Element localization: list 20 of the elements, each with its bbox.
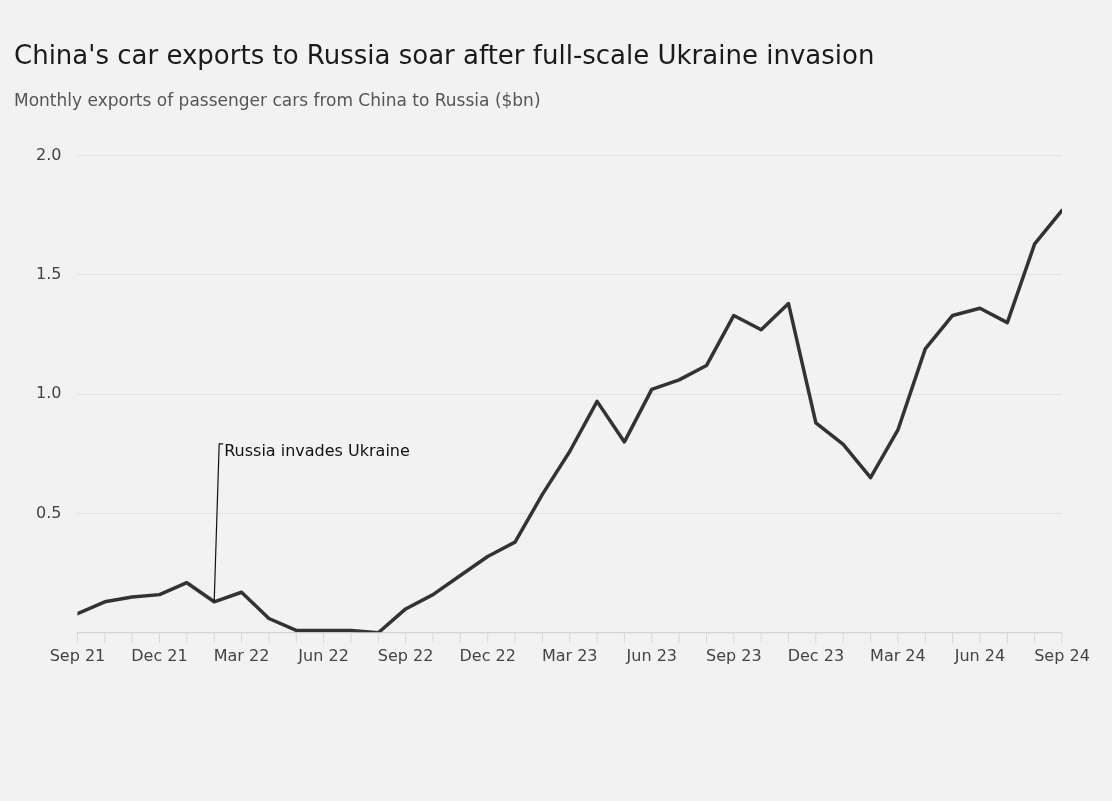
x-tick-label: Sep 21 [49,645,106,665]
chart-subtitle: Monthly exports of passenger cars from China to Russia ($bn) [14,90,541,110]
x-tick-label: Dec 21 [131,645,188,665]
y-tick-label: 1.5 [35,264,62,284]
y-tick-label: 2.0 [35,144,62,164]
x-tick-label: Mar 22 [213,645,270,665]
x-tick-label: Sep 24 [1034,645,1090,665]
annotation: Russia invades Ukraine [224,440,410,460]
x-tick-label: Mar 24 [870,645,926,665]
chart-title: China's car exports to Russia soar after full-scale Ukraine invasion [14,40,875,70]
x-tick-label: Dec 23 [787,645,845,665]
x-tick-label: Mar 23 [541,645,598,665]
x-tick-label: Sep 22 [377,645,434,665]
y-tick-label: 0.5 [35,502,62,522]
x-tick-label: Dec 22 [459,645,516,665]
x-tick-label: Jun 23 [625,645,677,665]
x-tick-label: Jun 22 [297,645,349,665]
x-tick-label: Sep 23 [706,645,762,665]
x-tick-label: Jun 24 [953,645,1006,665]
y-tick-label: 1.0 [35,383,62,403]
